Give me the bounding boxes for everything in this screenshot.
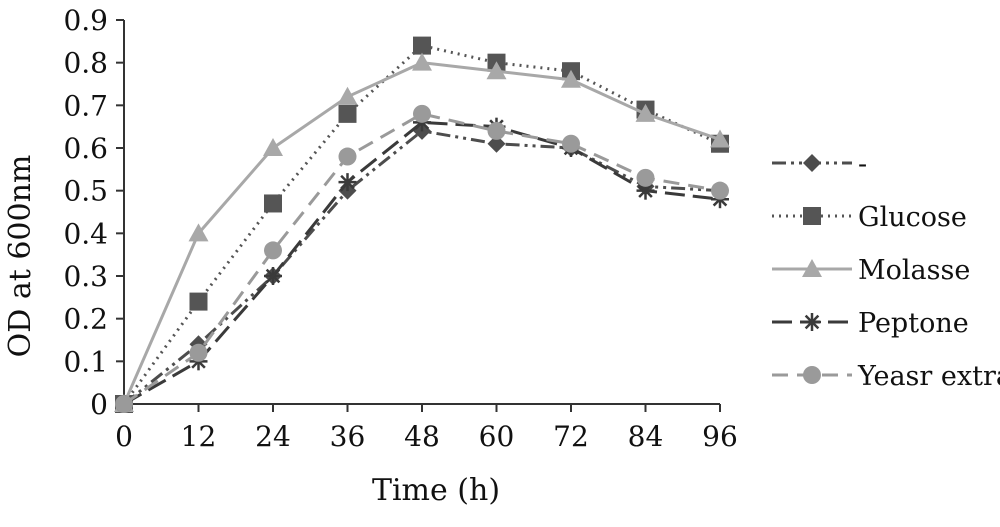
data-point (486, 61, 507, 80)
series-yeasr-extra (115, 104, 729, 413)
x-tick-label: 36 (330, 420, 366, 453)
data-point (803, 313, 821, 331)
data-point (189, 292, 208, 311)
series-peptone (115, 113, 729, 413)
data-point (710, 129, 730, 148)
data-point (487, 134, 506, 153)
x-tick-label: 0 (115, 420, 133, 453)
data-point (413, 104, 431, 123)
y-tick-label: 0 (90, 388, 108, 421)
data-point (264, 267, 282, 285)
y-tick-label: 0.3 (63, 260, 108, 293)
data-point (338, 104, 357, 123)
data-point (188, 223, 209, 242)
y-tick-label: 0.5 (63, 175, 108, 208)
data-point (338, 147, 357, 166)
data-point (803, 154, 821, 172)
series-control (115, 121, 729, 413)
legend-entry: Glucose (772, 202, 967, 233)
legend-entry: Yeasr extra (772, 361, 1000, 392)
legend-entry: - (772, 149, 867, 180)
data-point (412, 52, 432, 71)
series-layer (114, 36, 730, 413)
series-line (122, 43, 721, 405)
y-axis-title: OD at 600nm (3, 155, 38, 358)
data-point (487, 121, 506, 140)
data-point (413, 36, 431, 55)
series-line (123, 120, 721, 406)
y-tick-label: 0.7 (63, 89, 108, 122)
data-point (115, 395, 133, 413)
legend-entry: Peptone (772, 308, 969, 339)
data-point (562, 134, 580, 153)
y-tick-label: 0.2 (63, 303, 108, 336)
data-point (338, 173, 357, 192)
data-point (264, 194, 282, 213)
data-point (337, 86, 358, 105)
x-tick-label: 60 (479, 420, 515, 453)
y-ticks: 0 0.1 0.2 0.3 0.4 0.5 0.6 0.7 0.8 0.9 (63, 4, 124, 421)
x-tick-label: 72 (553, 420, 589, 453)
series-line (123, 112, 721, 406)
data-point (803, 207, 821, 225)
x-axis-title: Time (h) (372, 473, 500, 508)
legend-label: Peptone (858, 308, 969, 339)
data-point (263, 138, 283, 156)
legend-label: Glucose (858, 202, 967, 233)
y-tick-label: 0.1 (63, 345, 108, 378)
data-point (711, 181, 729, 200)
x-tick-label: 24 (255, 420, 291, 453)
data-point (264, 241, 282, 260)
x-tick-label: 12 (181, 420, 217, 453)
axes (123, 20, 720, 405)
data-point (635, 103, 656, 122)
data-point (802, 259, 822, 277)
legend-label: Molasse (858, 255, 970, 286)
data-point (189, 343, 208, 362)
legend-entry: Molasse (772, 255, 970, 286)
x-tick-label: 96 (702, 420, 738, 453)
y-tick-label: 0.8 (63, 47, 108, 80)
x-tick-label: 48 (404, 420, 440, 453)
data-point (636, 168, 655, 187)
data-point (803, 366, 821, 384)
series-molasse (114, 52, 730, 412)
x-tick-label: 84 (628, 420, 664, 453)
data-point (561, 69, 581, 88)
x-ticks: 0 12 24 36 48 60 72 84 96 (115, 404, 738, 453)
legend: - Glucose Molasse Peptone Yeasr extra (772, 149, 1000, 392)
legend-label: Yeasr extra (857, 361, 1000, 392)
y-tick-label: 0.4 (63, 217, 108, 250)
legend-label: - (858, 149, 867, 180)
y-tick-label: 0.9 (63, 4, 108, 37)
y-tick-label: 0.6 (63, 132, 108, 165)
